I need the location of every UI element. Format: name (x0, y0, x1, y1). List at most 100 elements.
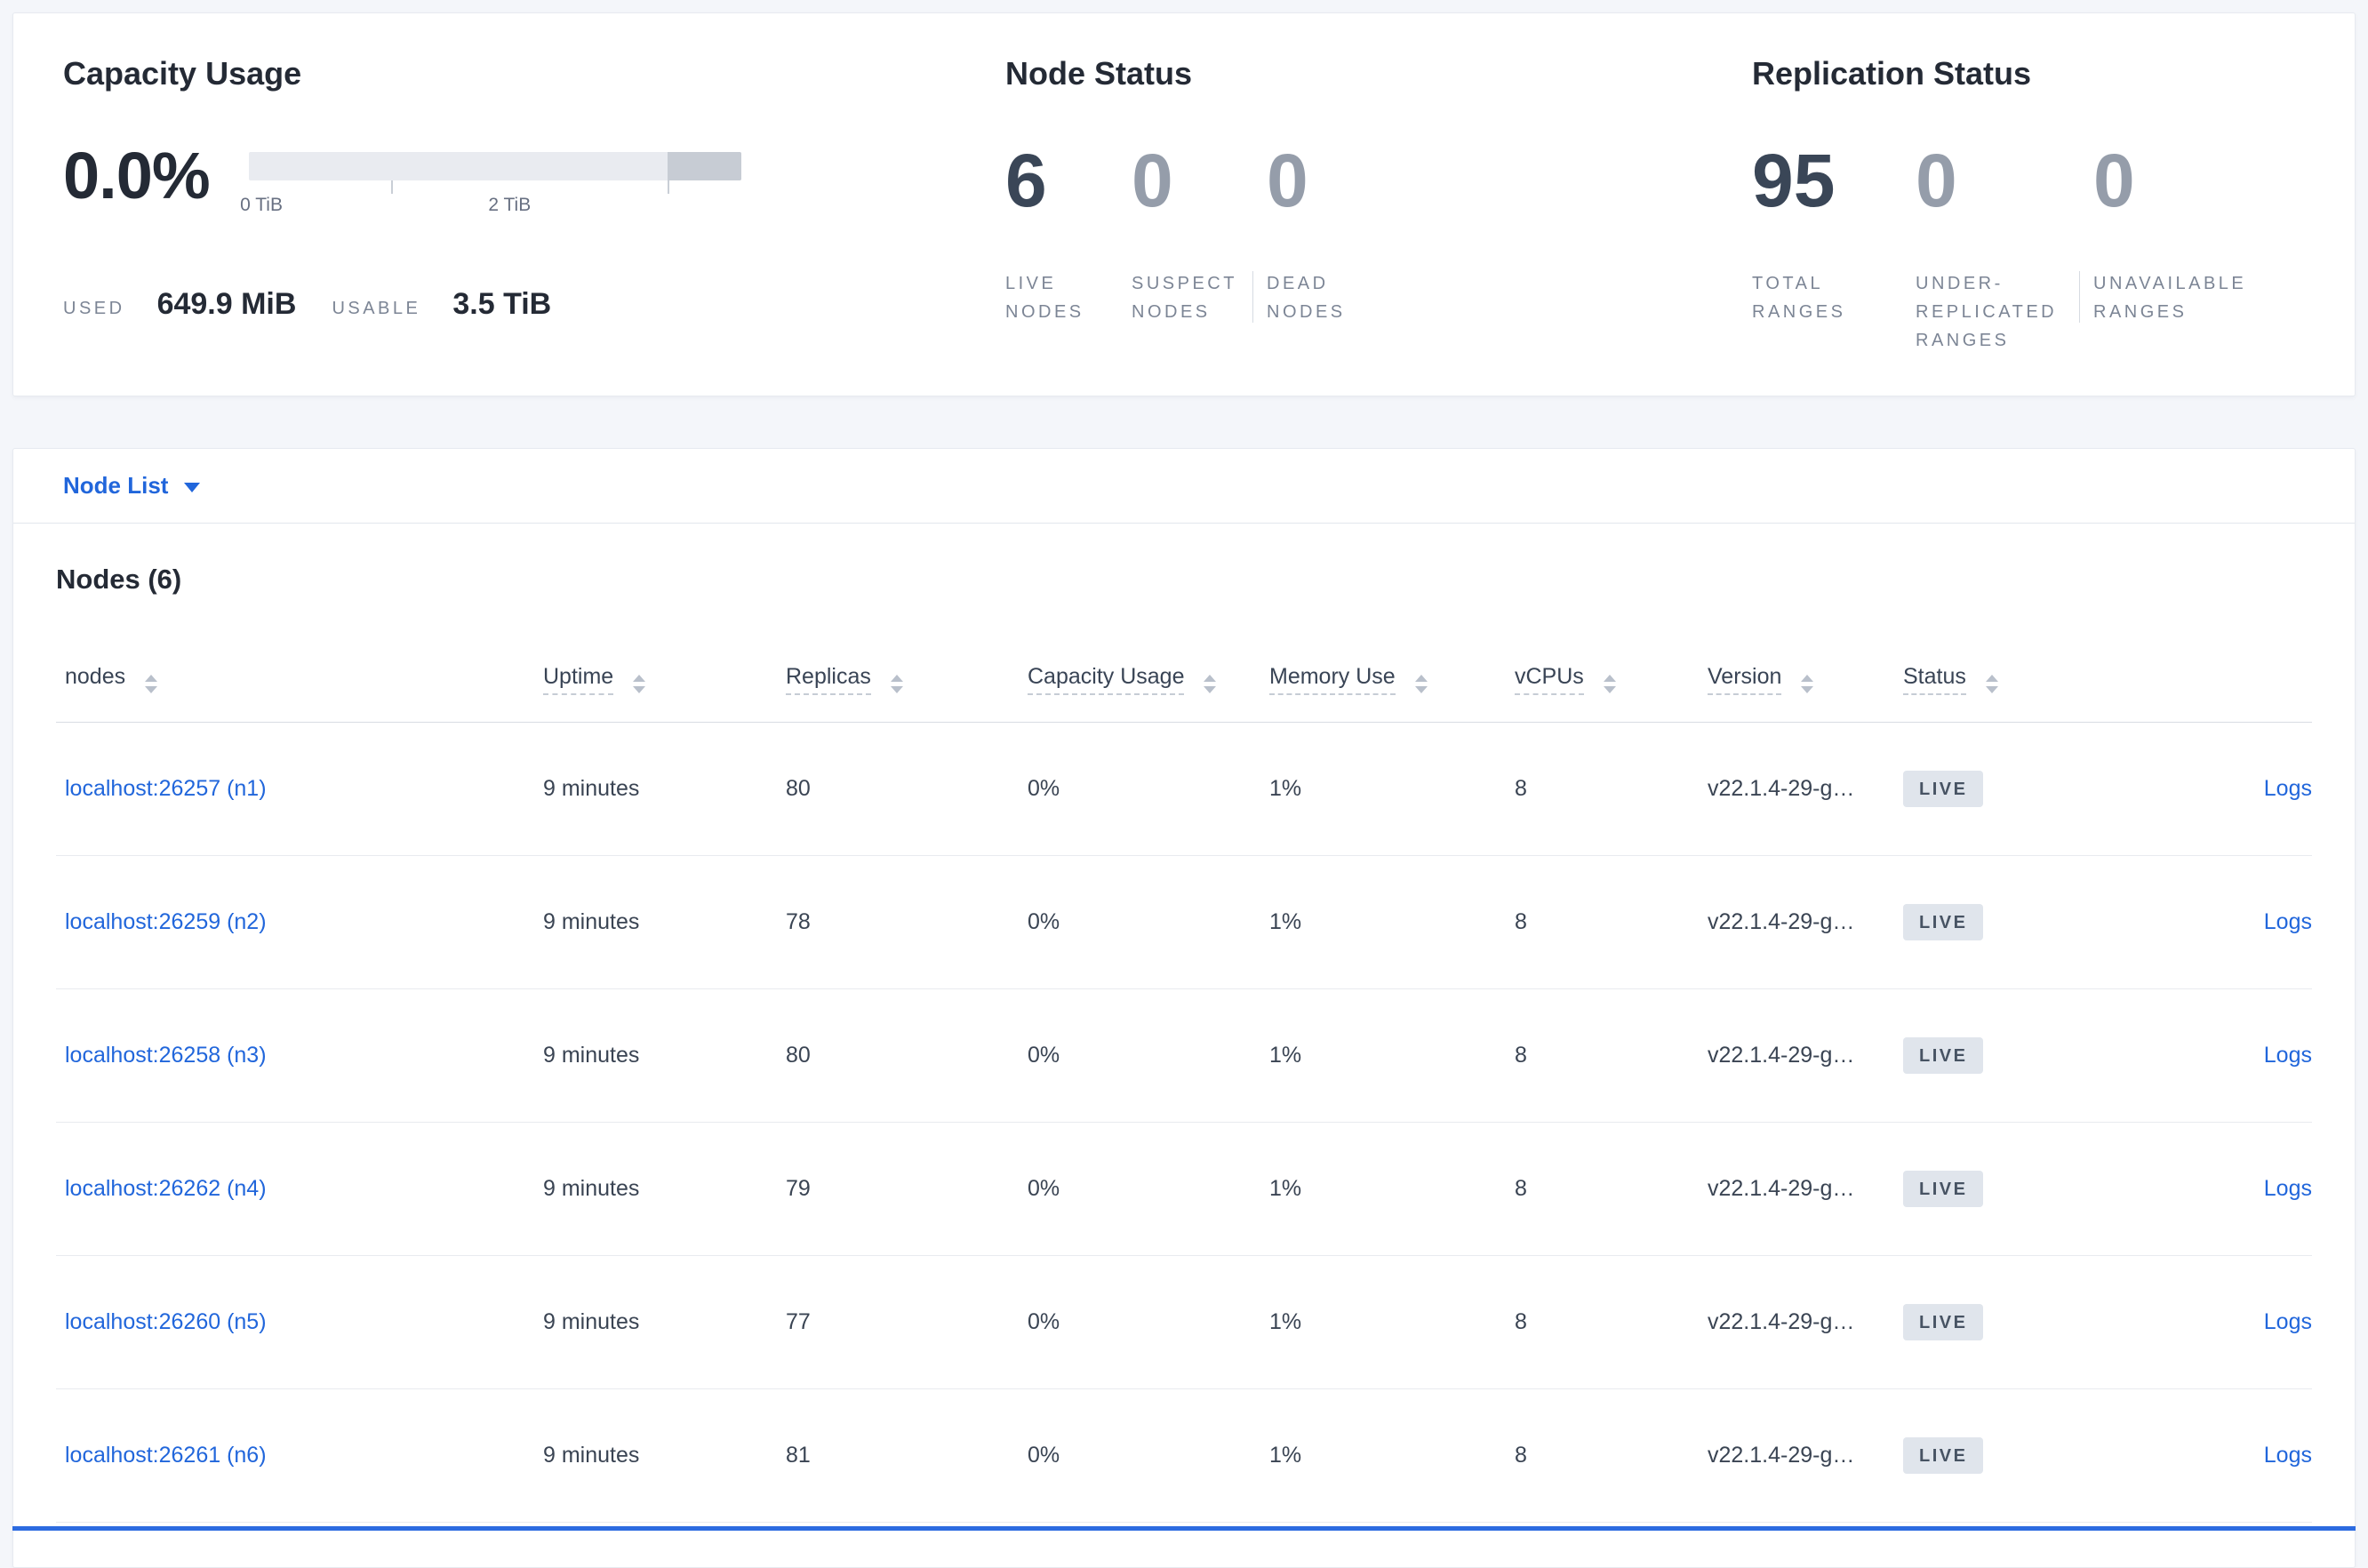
sort-icon (890, 675, 903, 693)
nodes-table: nodes Uptime Replicas Capacity Usage (56, 646, 2312, 1523)
sort-icon (145, 675, 158, 693)
column-header-status[interactable]: Status (1903, 646, 2108, 723)
node-link[interactable]: localhost:26260 (n5) (65, 1309, 267, 1334)
capacity-cell: 0% (1028, 722, 1269, 856)
status-badge: LIVE (1903, 1304, 1984, 1340)
total-ranges-label: TOTAL RANGES (1752, 274, 1846, 322)
column-header-memory-use[interactable]: Memory Use (1269, 646, 1515, 723)
version-cell: v22.1.4-29-g… (1708, 1122, 1903, 1256)
column-label-status: Status (1903, 664, 1966, 695)
node-status-section: Node Status 6 LIVE NODES 0 SUSPECT NODES… (1005, 54, 1752, 326)
sort-icon (1985, 675, 1998, 693)
column-header-version[interactable]: Version (1708, 646, 1903, 723)
stat-under-replicated-ranges: 0 UNDER-REPLICATED RANGES (1916, 143, 2093, 355)
replicas-cell: 77 (786, 1255, 1028, 1389)
column-label-capacity-usage: Capacity Usage (1028, 664, 1185, 695)
status-badge: LIVE (1903, 771, 1984, 807)
unavailable-ranges-value: 0 (2093, 139, 2135, 222)
logs-link[interactable]: Logs (2263, 1309, 2312, 1334)
node-link[interactable]: localhost:26262 (n4) (65, 1176, 267, 1201)
memory-cell: 1% (1269, 1388, 1515, 1523)
sort-icon (1801, 675, 1814, 693)
capacity-bar-axis: 0 TiB 2 TiB (240, 180, 741, 220)
table-row: localhost:26260 (n5) 9 minutes 77 0% 1% … (56, 1255, 2312, 1389)
version-cell: v22.1.4-29-g… (1708, 1388, 1903, 1523)
column-header-nodes[interactable]: nodes (56, 646, 543, 723)
capacity-cell: 0% (1028, 1255, 1269, 1389)
table-row: localhost:26257 (n1) 9 minutes 80 0% 1% … (56, 722, 2312, 856)
column-label-replicas: Replicas (786, 664, 871, 695)
version-cell: v22.1.4-29-g… (1708, 855, 1903, 989)
axis-tick (667, 180, 669, 194)
bottom-cutoff-bar (12, 1526, 2356, 1531)
node-link[interactable]: localhost:26261 (n6) (65, 1443, 267, 1468)
vcpus-cell: 8 (1515, 722, 1708, 856)
capacity-cell: 0% (1028, 988, 1269, 1123)
replicas-cell: 79 (786, 1122, 1028, 1256)
logs-link[interactable]: Logs (2263, 1176, 2312, 1201)
logs-link[interactable]: Logs (2263, 776, 2312, 801)
total-ranges-value: 95 (1752, 139, 1836, 222)
column-label-uptime: Uptime (543, 664, 614, 695)
column-label-vcpus: vCPUs (1515, 664, 1584, 695)
node-list-dropdown[interactable]: Node List (13, 449, 2355, 524)
chevron-down-icon (184, 483, 201, 492)
column-header-uptime[interactable]: Uptime (543, 646, 786, 723)
sort-icon (633, 675, 646, 693)
used-value: 649.9 MiB (156, 287, 297, 321)
column-label-version: Version (1708, 664, 1782, 695)
suspect-nodes-value: 0 (1132, 139, 1173, 222)
memory-cell: 1% (1269, 1122, 1515, 1256)
version-cell: v22.1.4-29-g… (1708, 1255, 1903, 1389)
axis-tick-label-2: 2 TiB (488, 195, 532, 215)
live-nodes-label: LIVE NODES (1005, 274, 1084, 322)
status-badge: LIVE (1903, 1437, 1984, 1474)
capacity-usage-section: Capacity Usage 0.0% 0 TiB 2 TiB USED 649… (63, 54, 1005, 322)
stat-suspect-nodes: 0 SUSPECT NODES (1132, 143, 1267, 326)
replicas-cell: 80 (786, 988, 1028, 1123)
under-replicated-ranges-value: 0 (1916, 139, 1957, 222)
sort-icon (1204, 675, 1217, 693)
usable-value: 3.5 TiB (452, 287, 552, 321)
status-badge: LIVE (1903, 1171, 1984, 1207)
replicas-cell: 81 (786, 1388, 1028, 1523)
column-header-vcpus[interactable]: vCPUs (1515, 646, 1708, 723)
status-badge: LIVE (1903, 1037, 1984, 1074)
under-replicated-ranges-label: UNDER-REPLICATED RANGES (1916, 274, 2058, 350)
logs-link[interactable]: Logs (2263, 1043, 2312, 1068)
capacity-bar: 0 TiB 2 TiB (240, 152, 741, 220)
node-link[interactable]: localhost:26259 (n2) (65, 909, 267, 934)
memory-cell: 1% (1269, 988, 1515, 1123)
stat-total-ranges: 95 TOTAL RANGES (1752, 143, 1916, 355)
version-cell: v22.1.4-29-g… (1708, 988, 1903, 1123)
column-header-replicas[interactable]: Replicas (786, 646, 1028, 723)
node-list-dropdown-label: Node List (63, 472, 169, 499)
node-status-title: Node Status (1005, 55, 1193, 92)
node-list-card: Node List Nodes (6) nodes Uptime (12, 448, 2356, 1568)
capacity-usage-title: Capacity Usage (63, 55, 302, 92)
table-row: localhost:26259 (n2) 9 minutes 78 0% 1% … (56, 855, 2312, 989)
capacity-bar-track (248, 152, 741, 180)
version-cell: v22.1.4-29-g… (1708, 722, 1903, 856)
suspect-nodes-label: SUSPECT NODES (1132, 274, 1237, 322)
capacity-cell: 0% (1028, 1388, 1269, 1523)
node-link[interactable]: localhost:26257 (n1) (65, 776, 267, 801)
sort-icon (1414, 675, 1428, 693)
replicas-cell: 80 (786, 722, 1028, 856)
node-link[interactable]: localhost:26258 (n3) (65, 1043, 267, 1068)
capacity-bar-segment (667, 152, 741, 180)
replication-status-section: Replication Status 95 TOTAL RANGES 0 UND… (1752, 54, 2305, 355)
memory-cell: 1% (1269, 1255, 1515, 1389)
uptime-cell: 9 minutes (543, 855, 786, 989)
column-header-capacity-usage[interactable]: Capacity Usage (1028, 646, 1269, 723)
logs-link[interactable]: Logs (2263, 1443, 2312, 1468)
logs-link[interactable]: Logs (2263, 909, 2312, 934)
uptime-cell: 9 minutes (543, 988, 786, 1123)
column-label-nodes: nodes (65, 664, 126, 689)
table-row: localhost:26261 (n6) 9 minutes 81 0% 1% … (56, 1388, 2312, 1523)
status-badge: LIVE (1903, 904, 1984, 940)
nodes-table-title: Nodes (6) (56, 564, 182, 595)
axis-tick-label-0: 0 TiB (240, 195, 283, 215)
usable-label: USABLE (332, 299, 421, 318)
unavailable-ranges-label: UNAVAILABLE RANGES (2079, 269, 2258, 326)
